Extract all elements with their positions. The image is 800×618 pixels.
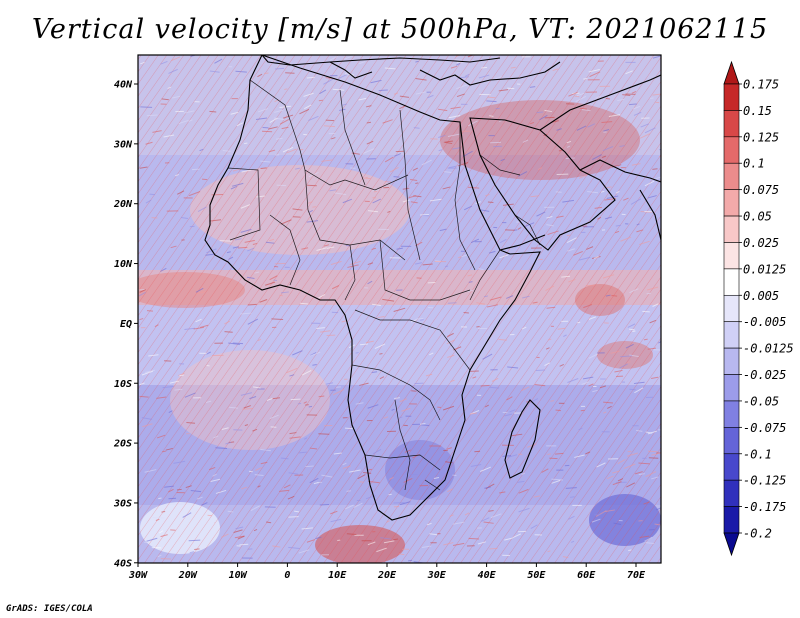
colorbar-swatch [723, 427, 740, 455]
lat-label: 10N [114, 259, 133, 270]
grads-credit: GrADS: IGES/COLA [6, 604, 93, 614]
lat-label: 20N [113, 199, 133, 210]
colorbar-swatch [723, 136, 740, 164]
colorbar-swatch [723, 400, 740, 428]
colorbar-label: 0.125 [743, 130, 779, 144]
lat-label: 40N [114, 80, 133, 91]
colorbar-swatch [723, 242, 740, 270]
lon-label: 50E [527, 570, 546, 581]
colorbar-label: -0.0125 [743, 342, 794, 356]
colorbar-label: -0.2 [743, 527, 772, 541]
colorbar-max-arrow [723, 60, 740, 85]
colorbar-label: -0.075 [743, 421, 786, 435]
colorbar-swatch [723, 189, 740, 217]
colorbar-swatch [723, 215, 740, 243]
lon-axis: 30W 20W 10W 0 10E 20E 30E 40E 50E 60E 70E [128, 563, 646, 581]
colorbar-swatch [723, 347, 740, 375]
lon-label: 10E [328, 570, 347, 581]
lat-label: 40S [114, 558, 132, 569]
lat-label: 10S [114, 379, 132, 390]
colorbar-swatch [723, 294, 740, 323]
colorbar-swatch [723, 110, 740, 138]
colorbar-label: -0.1 [743, 447, 772, 461]
lon-label: 20W [178, 570, 198, 581]
colorbar-swatch [723, 506, 740, 534]
lat-label: 30N [113, 139, 133, 150]
colorbar-label: 0.025 [743, 236, 779, 250]
colorbar: 0.175 0.15 0.125 0.1 0.075 0.05 0.025 0.0125 0.0… [723, 60, 794, 557]
coastlines [204, 55, 661, 521]
lon-label: 30E [427, 570, 447, 581]
lat-axis: 40N 30N 20N 10N EQ 10S 20S 30S 40S [113, 80, 138, 569]
lon-label: 30W [128, 570, 148, 581]
colorbar-min-arrow [723, 532, 740, 557]
colorbar-label: 0.15 [743, 104, 772, 118]
lon-label: 20E [377, 570, 397, 581]
colorbar-label: 0.005 [743, 289, 779, 303]
lon-label: 70E [627, 570, 646, 581]
colorbar-swatch [723, 162, 740, 190]
velocity-field [138, 55, 661, 563]
colorbar-label: -0.125 [743, 474, 786, 488]
colorbar-label: 0.075 [743, 183, 779, 197]
colorbar-label: 0.1 [743, 157, 765, 171]
lon-label: 60E [577, 570, 596, 581]
lat-label: 20S [113, 439, 132, 450]
map-title: Vertical velocity [m/s] at 500hPa, VT: 2… [31, 14, 769, 45]
colorbar-label: -0.025 [743, 368, 786, 382]
colorbar-label: -0.05 [743, 394, 779, 408]
colorbar-label: 0.0125 [743, 262, 786, 276]
lat-label: 30S [113, 498, 132, 509]
colorbar-swatch [723, 374, 740, 402]
lon-label: 10W [229, 570, 248, 581]
colorbar-swatch [723, 453, 740, 481]
country-borders [227, 79, 541, 491]
colorbar-swatch [723, 268, 740, 296]
plot-frame [137, 54, 662, 564]
colorbar-label: 0.175 [743, 78, 779, 92]
colorbar-label: -0.175 [743, 500, 786, 514]
lat-label: EQ [120, 319, 132, 330]
lon-label: 0 [284, 570, 290, 581]
lon-label: 40E [478, 570, 497, 581]
colorbar-label: 0.05 [743, 210, 772, 224]
colorbar-label: -0.005 [743, 315, 786, 329]
colorbar-swatch [723, 479, 740, 507]
colorbar-swatch [723, 321, 740, 349]
colorbar-swatch [723, 83, 740, 111]
